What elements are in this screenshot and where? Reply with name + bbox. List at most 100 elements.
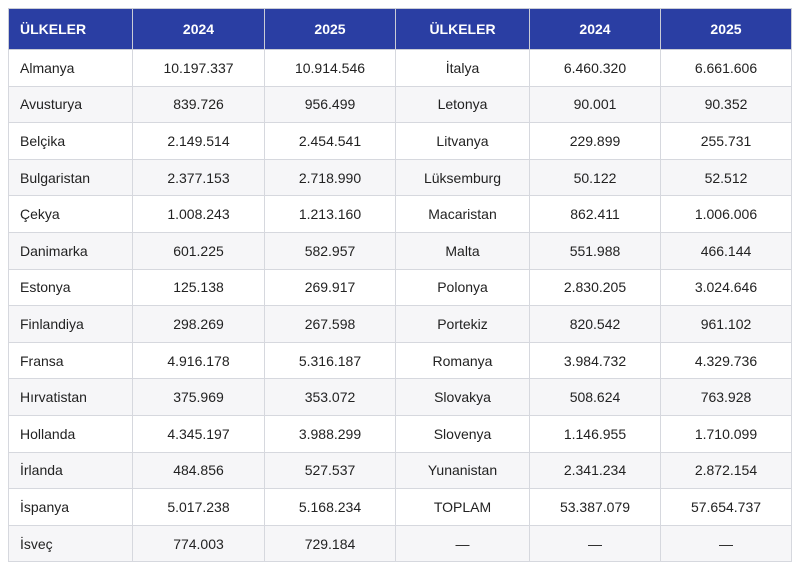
table-row: Finlandiya 298.269 267.598 Portekiz 820.542 9… xyxy=(8,305,792,343)
cell-value-2025-right: 1.710.099 xyxy=(660,414,792,453)
cell-value-2025-left: 267.598 xyxy=(264,305,396,343)
cell-country-left: Belçika xyxy=(8,122,133,160)
cell-country-left: Bulgaristan xyxy=(8,158,133,197)
cell-country-right: Yunanistan xyxy=(395,451,530,490)
table-row: Danimarka 601.225 582.957 Malta 551.988 466.1… xyxy=(8,231,792,270)
cell-value-2024-left: 125.138 xyxy=(132,268,265,307)
table-row: Hollanda 4.345.197 3.988.299 Slovenya 1.146.… xyxy=(8,414,792,453)
cell-value-2025-left: 10.914.546 xyxy=(264,49,396,87)
cell-country-right: Romanya xyxy=(395,341,530,380)
cell-value-2024-left: 601.225 xyxy=(132,231,265,270)
cell-value-2024-right: 1.146.955 xyxy=(529,414,661,453)
cell-value-2025-right: 90.352 xyxy=(660,85,792,124)
cell-value-2024-right: 551.988 xyxy=(529,231,661,270)
cell-value-2024-right: 53.387.079 xyxy=(529,488,661,526)
cell-country-right: Slovakya xyxy=(395,378,530,416)
table-header: ÜLKELER 2024 2025 ÜLKELER 2024 2025 xyxy=(8,8,792,50)
header-countries-left: ÜLKELER xyxy=(8,8,133,50)
cell-country-right: Lüksemburg xyxy=(395,158,530,197)
cell-country-left: Hırvatistan xyxy=(8,378,133,416)
table-row: Çekya 1.008.243 1.213.160 Macaristan 862.411… xyxy=(8,195,792,233)
cell-country-right: Slovenya xyxy=(395,414,530,453)
table-row: Almanya 10.197.337 10.914.546 İtalya 6.460.3… xyxy=(8,49,792,87)
cell-value-2025-right: 2.872.154 xyxy=(660,451,792,490)
cell-country-right: Malta xyxy=(395,231,530,270)
cell-value-2024-left: 1.008.243 xyxy=(132,195,265,233)
cell-value-2024-left: 839.726 xyxy=(132,85,265,124)
cell-country-right: Macaristan xyxy=(395,195,530,233)
cell-country-left: Avusturya xyxy=(8,85,133,124)
cell-value-2024-left: 10.197.337 xyxy=(132,49,265,87)
cell-value-2025-left: 956.499 xyxy=(264,85,396,124)
cell-value-2024-right: 2.341.234 xyxy=(529,451,661,490)
cell-value-2024-left: 4.345.197 xyxy=(132,414,265,453)
table-row: Fransa 4.916.178 5.316.187 Romanya 3.984.732… xyxy=(8,341,792,380)
cell-country-left: Çekya xyxy=(8,195,133,233)
cell-value-2025-left: 527.537 xyxy=(264,451,396,490)
header-countries-right: ÜLKELER xyxy=(395,8,530,50)
table-row: Belçika 2.149.514 2.454.541 Litvanya 229.899… xyxy=(8,122,792,160)
cell-value-2025-left: 2.454.541 xyxy=(264,122,396,160)
cell-value-2025-left: 729.184 xyxy=(264,524,396,563)
header-2025-left: 2025 xyxy=(264,8,396,50)
cell-value-2025-left: 269.917 xyxy=(264,268,396,307)
header-2025-right: 2025 xyxy=(660,8,792,50)
cell-value-2025-right: 961.102 xyxy=(660,305,792,343)
table-row: Bulgaristan 2.377.153 2.718.990 Lüksemburg 5… xyxy=(8,158,792,197)
cell-value-2024-right: 3.984.732 xyxy=(529,341,661,380)
cell-value-2024-right: 508.624 xyxy=(529,378,661,416)
cell-country-right: Portekiz xyxy=(395,305,530,343)
cell-country-right: TOPLAM xyxy=(395,488,530,526)
cell-value-2024-left: 484.856 xyxy=(132,451,265,490)
table-row: İsveç 774.003 729.184— — — xyxy=(8,524,792,563)
table-body: Almanya 10.197.337 10.914.546 İtalya 6.460.3… xyxy=(8,49,792,563)
cell-country-right: Litvanya xyxy=(395,122,530,160)
cell-value-2024-right: 50.122 xyxy=(529,158,661,197)
cell-value-2024-right: 6.460.320 xyxy=(529,49,661,87)
cell-value-2025-right: 763.928 xyxy=(660,378,792,416)
cell-value-2024-left: 298.269 xyxy=(132,305,265,343)
cell-country-left: İspanya xyxy=(8,488,133,526)
cell-value-2025-left: 2.718.990 xyxy=(264,158,396,197)
cell-value-2025-right: 4.329.736 xyxy=(660,341,792,380)
cell-value-2025-left: 582.957 xyxy=(264,231,396,270)
cell-value-2025-right: — xyxy=(660,524,792,563)
cell-value-2024-right: — xyxy=(529,524,661,563)
cell-country-left: Fransa xyxy=(8,341,133,380)
cell-country-left: Finlandiya xyxy=(8,305,133,343)
table-row: Avusturya 839.726 956.499 Letonya 90.001 90.3… xyxy=(8,85,792,124)
data-table-container: ÜLKELER 2024 2025 ÜLKELER 2024 2025 Alma… xyxy=(8,8,792,563)
cell-value-2024-left: 2.377.153 xyxy=(132,158,265,197)
cell-value-2025-right: 466.144 xyxy=(660,231,792,270)
header-row: ÜLKELER 2024 2025 ÜLKELER 2024 2025 xyxy=(8,8,792,50)
cell-value-2025-right: 3.024.646 xyxy=(660,268,792,307)
cell-country-right: Polonya xyxy=(395,268,530,307)
table-row: İrlanda 484.856 527.537 Yunanistan 2.341.234… xyxy=(8,451,792,490)
header-2024-left: 2024 xyxy=(132,8,265,50)
header-2024-right: 2024 xyxy=(529,8,661,50)
table-row: Estonya 125.138 269.917 Polonya 2.830.205 3.0… xyxy=(8,268,792,307)
cell-value-2024-right: 2.830.205 xyxy=(529,268,661,307)
cell-country-left: Hollanda xyxy=(8,414,133,453)
cell-value-2025-right: 1.006.006 xyxy=(660,195,792,233)
cell-value-2024-right: 90.001 xyxy=(529,85,661,124)
countries-table: ÜLKELER 2024 2025 ÜLKELER 2024 2025 Alma… xyxy=(8,8,792,563)
cell-value-2025-left: 1.213.160 xyxy=(264,195,396,233)
table-row: İspanya 5.017.238 5.168.234 TOPLAM 53.387.07… xyxy=(8,488,792,526)
cell-country-right: — xyxy=(395,524,530,563)
cell-value-2025-left: 5.168.234 xyxy=(264,488,396,526)
table-row: Hırvatistan 375.969 353.072 Slovakya 508.624… xyxy=(8,378,792,416)
cell-value-2024-right: 820.542 xyxy=(529,305,661,343)
cell-country-left: Danimarka xyxy=(8,231,133,270)
cell-value-2024-right: 862.411 xyxy=(529,195,661,233)
cell-value-2024-left: 2.149.514 xyxy=(132,122,265,160)
cell-value-2024-right: 229.899 xyxy=(529,122,661,160)
cell-value-2025-right: 255.731 xyxy=(660,122,792,160)
cell-value-2024-left: 5.017.238 xyxy=(132,488,265,526)
cell-country-left: Estonya xyxy=(8,268,133,307)
cell-country-right: İtalya xyxy=(395,49,530,87)
cell-value-2025-left: 3.988.299 xyxy=(264,414,396,453)
cell-country-right: Letonya xyxy=(395,85,530,124)
cell-value-2025-right: 57.654.737 xyxy=(660,488,792,526)
cell-value-2025-left: 353.072 xyxy=(264,378,396,416)
